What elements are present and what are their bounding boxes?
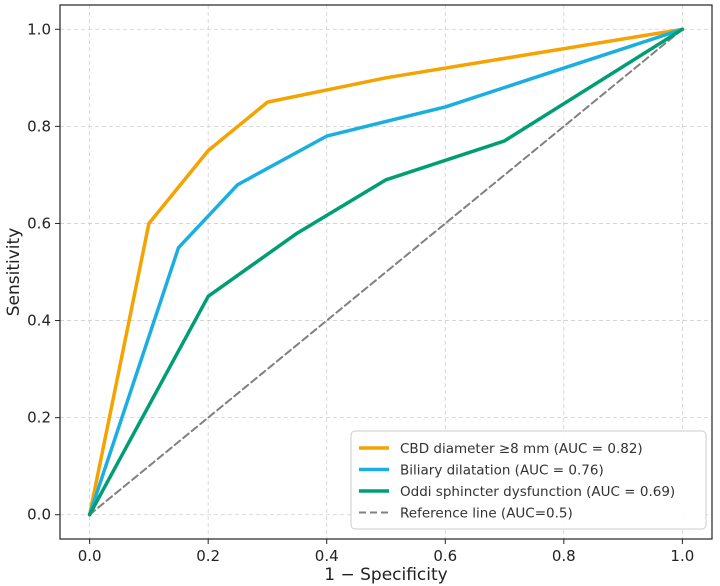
y-tick-label: 0.8 [27, 117, 51, 135]
x-tick-label: 0.4 [315, 547, 339, 565]
x-axis-label: 1 − Specificity [324, 565, 447, 585]
x-tick-label: 0.6 [433, 547, 457, 565]
y-tick-label: 0.4 [27, 312, 51, 330]
series-line-1 [87, 27, 685, 517]
plot-frame [59, 4, 713, 540]
x-tick-label: 1.0 [670, 547, 694, 565]
legend-box [350, 430, 707, 530]
reference-line-layer [88, 28, 684, 516]
x-tick-label: 0.0 [78, 547, 102, 565]
series-line-3 [88, 28, 684, 516]
y-tick-label: 0.0 [27, 506, 51, 524]
series-line-0 [87, 27, 685, 517]
legend: CBD diameter ≥8 mm (AUC = 0.82) Biliary d… [350, 430, 707, 530]
x-axis-ticks: 0.0 0.2 0.4 0.6 0.8 1.0 [78, 539, 694, 565]
x-tick-label: 0.2 [196, 547, 220, 565]
legend-label: Biliary dilatation (AUC = 0.76) [400, 463, 604, 479]
legend-label: CBD diameter ≥8 mm (AUC = 0.82) [400, 441, 643, 457]
series-line-2 [87, 27, 685, 517]
y-tick-label: 0.2 [27, 409, 51, 427]
legend-label: Oddi sphincter dysfunction (AUC = 0.69) [400, 484, 675, 500]
y-axis-label: Sensitivity [4, 228, 24, 317]
y-axis-ticks: 0.0 0.2 0.4 0.6 0.8 1.0 [27, 20, 60, 524]
y-tick-label: 0.6 [27, 214, 51, 232]
legend-label: Reference line (AUC=0.5) [400, 506, 573, 522]
x-tick-label: 0.8 [552, 547, 576, 565]
y-tick-label: 1.0 [27, 20, 51, 38]
series-layer [87, 27, 685, 517]
